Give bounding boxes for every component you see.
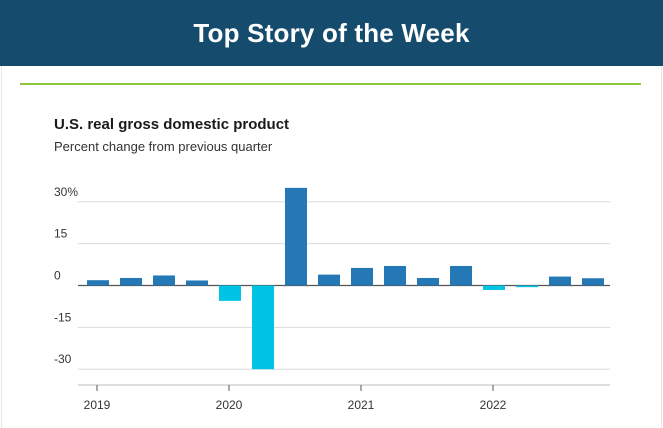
y-tick-label: 0 — [54, 269, 61, 283]
y-tick-label: -30 — [54, 352, 72, 366]
bar-2020-q4 — [318, 274, 340, 286]
bar-2020-q3 — [285, 187, 307, 286]
bar-2021-q3 — [417, 277, 439, 286]
banner: Top Story of the Week — [0, 0, 663, 66]
bar-2022-q3 — [549, 276, 571, 286]
y-tick-label: -15 — [54, 310, 72, 324]
bar-2019-q4 — [186, 280, 208, 286]
bar-2019-q2 — [120, 277, 142, 286]
bar-2022-q4 — [582, 278, 604, 286]
chart-subtitle: Percent change from previous quarter — [54, 139, 273, 154]
bar-2021-q4 — [450, 265, 472, 286]
green-divider — [20, 83, 641, 85]
bar-2021-q1 — [351, 267, 373, 286]
bar-2022-q1 — [483, 285, 505, 290]
x-tick-label: 2022 — [480, 398, 507, 412]
bar-2020-q1 — [219, 285, 241, 301]
bar-2020-q2 — [252, 285, 274, 370]
y-tick-label: 30% — [54, 185, 78, 199]
frame-right-border — [661, 66, 662, 428]
bar-2019-q1 — [87, 280, 109, 286]
bar-2021-q2 — [384, 265, 406, 286]
x-tick-label: 2020 — [216, 398, 243, 412]
x-tick-label: 2021 — [348, 398, 375, 412]
frame-left-border — [1, 66, 2, 428]
x-tick-label: 2019 — [84, 398, 111, 412]
banner-title: Top Story of the Week — [193, 17, 470, 48]
bar-2019-q3 — [153, 275, 175, 286]
y-tick-label: 15 — [54, 227, 68, 241]
bar-2022-q2 — [516, 285, 538, 288]
chart-title: U.S. real gross domestic product — [54, 116, 290, 133]
